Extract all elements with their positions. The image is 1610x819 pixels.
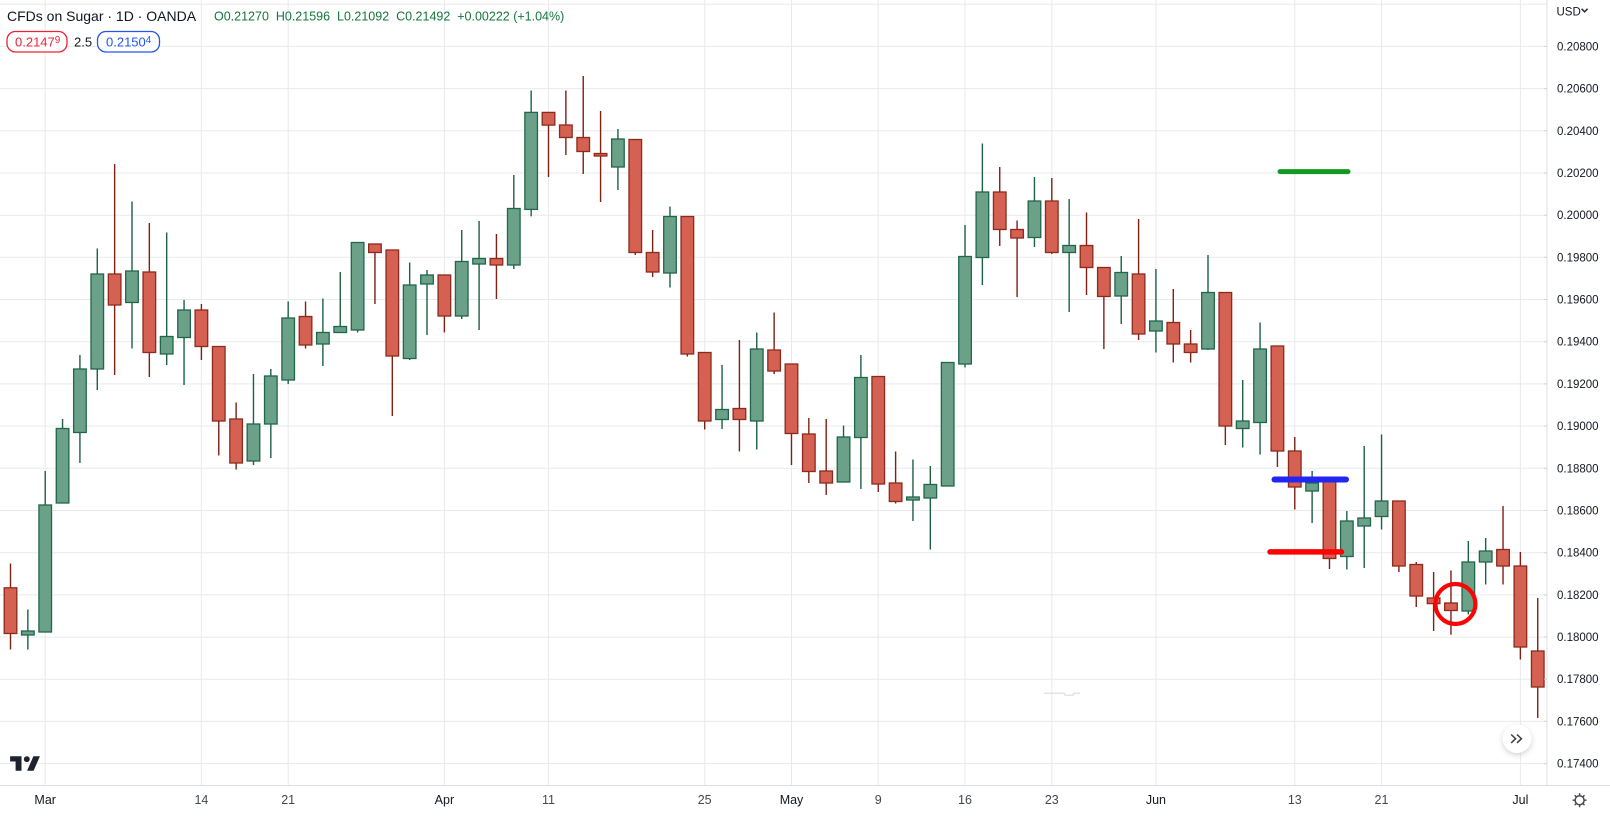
svg-text:Mar: Mar xyxy=(34,793,56,807)
svg-text:USD: USD xyxy=(1557,7,1581,19)
svg-text:0.18800: 0.18800 xyxy=(1557,463,1599,475)
svg-text:21: 21 xyxy=(281,793,295,807)
svg-text:0.18400: 0.18400 xyxy=(1557,548,1599,560)
svg-text:0.20400: 0.20400 xyxy=(1557,126,1599,138)
svg-text:0.18600: 0.18600 xyxy=(1557,506,1599,518)
svg-text:CFDs on Sugar · 1D · OANDA: CFDs on Sugar · 1D · OANDA xyxy=(7,8,197,24)
svg-text:0.18000: 0.18000 xyxy=(1557,632,1599,644)
svg-text:0.17400: 0.17400 xyxy=(1557,759,1599,771)
svg-text:25: 25 xyxy=(698,793,712,807)
svg-text:0.17600: 0.17600 xyxy=(1557,716,1599,728)
svg-text:0.20800: 0.20800 xyxy=(1557,41,1599,53)
svg-text:0.18200: 0.18200 xyxy=(1557,590,1599,602)
svg-text:Jun: Jun xyxy=(1146,793,1166,807)
svg-text:Jul: Jul xyxy=(1512,793,1528,807)
svg-text:2.5: 2.5 xyxy=(74,35,92,50)
svg-text:0.19000: 0.19000 xyxy=(1557,421,1599,433)
svg-text:0.20000: 0.20000 xyxy=(1557,210,1599,222)
svg-text:May: May xyxy=(780,793,804,807)
svg-text:13: 13 xyxy=(1288,793,1302,807)
svg-text:0.17800: 0.17800 xyxy=(1557,674,1599,686)
svg-text:O0.21270 H0.21596 L0.21092: O0.21270 H0.21596 L0.21092 C0.21492 +0.0… xyxy=(214,10,564,24)
svg-text:0.19400: 0.19400 xyxy=(1557,337,1599,349)
svg-text:21: 21 xyxy=(1375,793,1389,807)
svg-text:0.20200: 0.20200 xyxy=(1557,168,1599,180)
svg-text:0.21504: 0.21504 xyxy=(106,35,152,50)
svg-text:0.19200: 0.19200 xyxy=(1557,379,1599,391)
svg-text:0.19800: 0.19800 xyxy=(1557,252,1599,264)
svg-text:16: 16 xyxy=(958,793,972,807)
svg-text:Apr: Apr xyxy=(435,793,454,807)
svg-text:0.21479: 0.21479 xyxy=(15,35,61,50)
svg-text:23: 23 xyxy=(1045,793,1059,807)
svg-text:14: 14 xyxy=(194,793,208,807)
svg-text:0.20600: 0.20600 xyxy=(1557,84,1599,96)
svg-text:9: 9 xyxy=(875,793,882,807)
svg-text:11: 11 xyxy=(542,793,555,807)
svg-text:0.19600: 0.19600 xyxy=(1557,295,1599,307)
